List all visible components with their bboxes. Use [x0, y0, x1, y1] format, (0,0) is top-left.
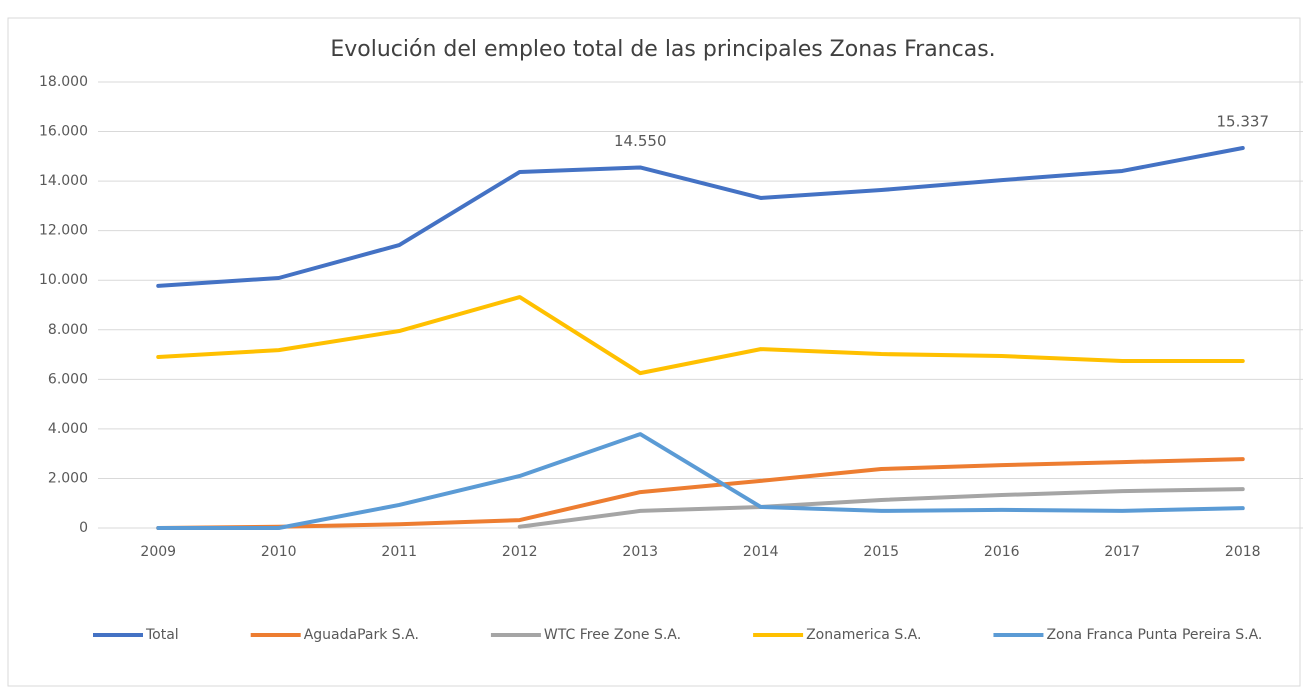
y-tick-label: 2.000: [48, 470, 88, 486]
data-label: 15.337: [1217, 112, 1270, 130]
series-line: [156, 457, 1245, 530]
chart-title: Evolución del empleo total de las princi…: [330, 37, 995, 62]
x-tick-label: 2017: [1104, 544, 1140, 560]
y-tick-label: 14.000: [39, 173, 88, 189]
legend-label: AguadaPark S.A.: [304, 627, 419, 643]
y-tick-label: 12.000: [39, 223, 88, 239]
chart-frame: [7, 17, 1301, 687]
y-tick-label: 8.000: [48, 322, 88, 338]
x-tick-label: 2016: [984, 544, 1020, 560]
x-tick-label: 2013: [622, 544, 658, 560]
legend-label: Total: [145, 627, 179, 643]
x-tick-label: 2009: [140, 544, 176, 560]
legend-label: WTC Free Zone S.A.: [544, 627, 681, 643]
x-tick-label: 2014: [743, 544, 779, 560]
x-tick-label: 2012: [502, 544, 538, 560]
legend-label: Zona Franca Punta Pereira S.A.: [1046, 627, 1262, 643]
x-tick-label: 2015: [863, 544, 899, 560]
y-tick-label: 16.000: [39, 124, 88, 140]
x-tick-label: 2011: [381, 544, 417, 560]
series-line: [156, 295, 1245, 376]
series-line: [156, 432, 1245, 530]
y-tick-label: 4.000: [48, 421, 88, 437]
series-line: [517, 487, 1245, 529]
legend-label: Zonamerica S.A.: [806, 627, 921, 643]
x-tick-label: 2010: [261, 544, 297, 560]
series-line: [156, 145, 1245, 288]
y-tick-label: 10.000: [39, 272, 88, 288]
data-label: 14.550: [614, 132, 667, 150]
y-tick-label: 18.000: [39, 74, 88, 90]
x-tick-label: 2018: [1225, 544, 1261, 560]
y-tick-label: 6.000: [48, 371, 88, 387]
y-tick-label: 0: [79, 520, 88, 536]
